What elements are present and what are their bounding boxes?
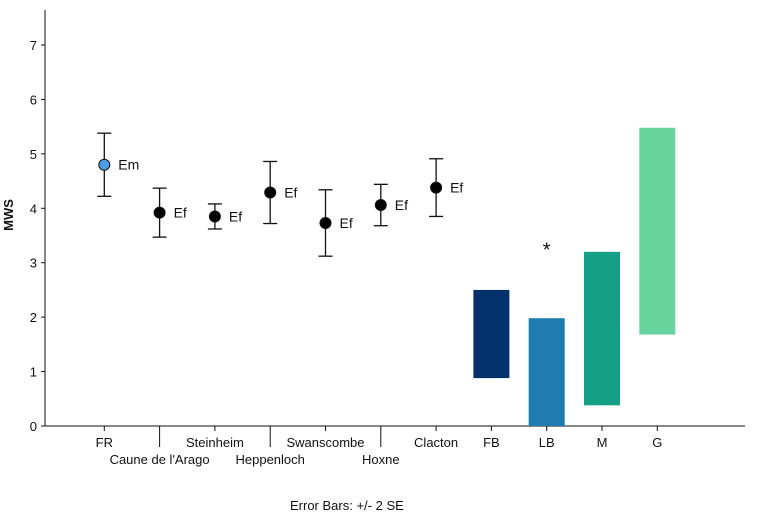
point-label-clacton: Ef [450, 180, 463, 196]
data-points: Em Ef Ef Ef Ef Ef Ef [97, 132, 463, 257]
x-tick-label-6: Clacton [414, 435, 458, 450]
x-tick-label-5: Hoxne [362, 452, 400, 467]
point-steinheim [208, 210, 221, 223]
y-axis-label: MWS [1, 199, 16, 231]
y-tick-label-7: 7 [30, 38, 37, 53]
range-bar-m [584, 251, 620, 406]
point-label-steinheim: Ef [229, 208, 242, 224]
y-tick-label-4: 4 [30, 201, 37, 216]
point-clacton [430, 181, 443, 194]
point-label-swanscombe: Ef [340, 215, 353, 231]
error-bars-footnote: Error Bars: +/- 2 SE [290, 498, 404, 513]
range-bar-fb [473, 289, 510, 379]
point-hoxne [374, 199, 387, 212]
annotation-0: * [543, 239, 551, 261]
x-axis: FR Caune de l'Arago Steinheim Heppenloch Swa… [45, 425, 745, 467]
x-tick-label-2: Steinheim [186, 435, 244, 450]
y-tick-label-1: 1 [30, 365, 37, 380]
x-tick-label-3: Heppenloch [236, 452, 305, 467]
point-label-fr: Em [118, 157, 139, 173]
range-bar-lb [528, 318, 565, 426]
x-tick-label-10: G [652, 435, 662, 450]
x-tick-label-1: Caune de l'Arago [110, 452, 210, 467]
point-label-heppenloch: Ef [284, 185, 297, 201]
annotations: * [543, 239, 551, 261]
point-label-caune-de-l-arago: Ef [174, 205, 187, 221]
x-ticks: FR Caune de l'Arago Steinheim Heppenloch Swa… [96, 426, 662, 467]
range-bar-g [639, 127, 676, 335]
y-tick-label-5: 5 [30, 147, 37, 162]
point-caune-de-l-arago [153, 206, 166, 219]
y-ticks: 0 1 2 3 4 5 6 7 [30, 38, 45, 434]
range-bars [473, 127, 676, 426]
y-axis: 0 1 2 3 4 5 6 7 [30, 10, 46, 434]
x-tick-label-4: Swanscombe [286, 435, 364, 450]
point-swanscombe [319, 216, 332, 229]
point-heppenloch [264, 186, 277, 199]
x-tick-label-9: M [597, 435, 608, 450]
x-tick-label-7: FB [483, 435, 500, 450]
y-tick-label-2: 2 [30, 310, 37, 325]
x-tick-label-8: LB [539, 435, 555, 450]
y-tick-label-0: 0 [30, 419, 37, 434]
point-label-hoxne: Ef [395, 197, 408, 213]
y-tick-label-6: 6 [30, 92, 37, 107]
y-tick-label-3: 3 [30, 256, 37, 271]
x-tick-label-0: FR [96, 435, 113, 450]
point-fr [98, 158, 111, 171]
